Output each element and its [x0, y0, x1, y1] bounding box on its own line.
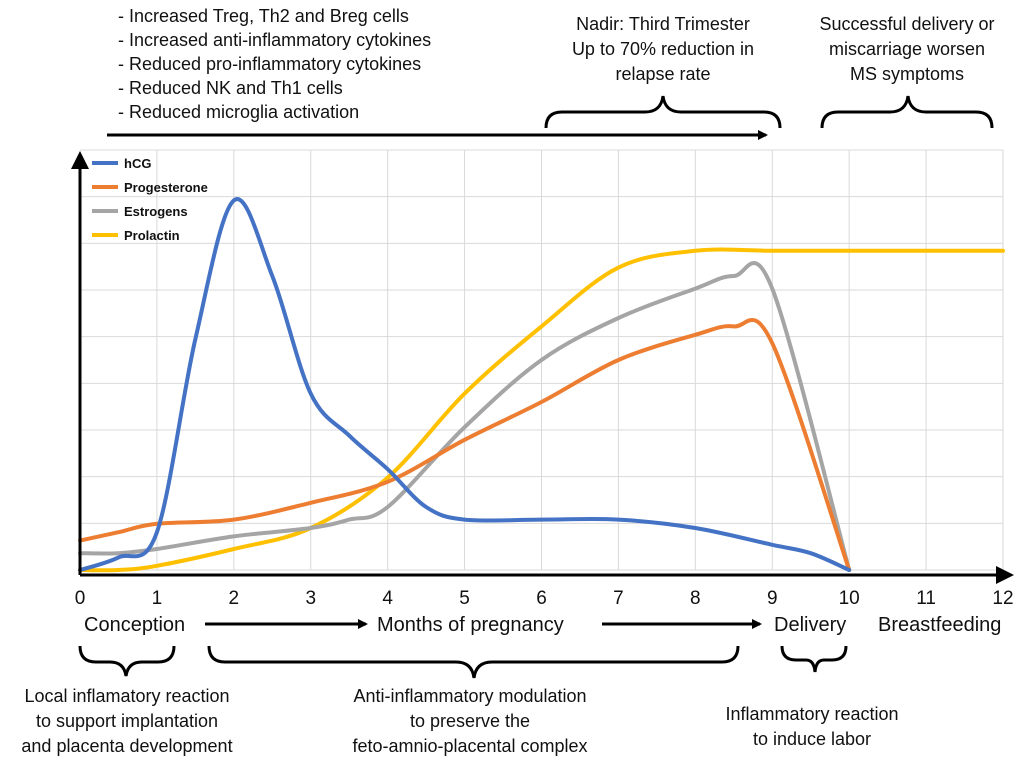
x-tick-label: 5 [459, 588, 470, 609]
brace-nadir [544, 95, 782, 129]
middle-phase-note: Anti-inflammatory modulation to preserve… [352, 686, 587, 756]
x-tick-label: 10 [839, 588, 860, 609]
x-tick-label: 11 [916, 588, 936, 609]
nadir-line: Up to 70% reduction in [572, 39, 754, 59]
nadir-line: relapse rate [615, 64, 710, 84]
brace-middle [207, 645, 740, 679]
legend: hCG Progesterone Estrogens Prolactin [92, 156, 208, 243]
middle-line: Anti-inflammatory modulation [353, 686, 586, 706]
early-line: Local inflamatory reaction [24, 686, 229, 706]
postpartum-line: MS symptoms [850, 64, 964, 84]
legend-label: hCG [124, 156, 151, 171]
early-line: to support implantation [36, 711, 218, 731]
series-line-hcg [78, 197, 852, 572]
x-tick-label: 7 [613, 588, 624, 609]
early-line: and placenta development [21, 736, 232, 756]
list-item: - Reduced NK and Th1 cells [118, 78, 343, 98]
breastfeeding-label: Breastfeeding [878, 614, 1001, 636]
brace-early [78, 645, 176, 677]
brace-labor [780, 645, 848, 673]
brace-postpartum [820, 95, 994, 129]
nadir-line: Nadir: Third Trimester [576, 14, 750, 34]
x-axis-title: Months of pregnancy [377, 614, 564, 636]
labor-line: Inflammatory reaction [725, 704, 898, 724]
postpartum-line: Successful delivery or [819, 14, 994, 34]
series-line-prolactin [78, 247, 1005, 573]
x-tick-label: 6 [536, 588, 547, 609]
early-phase-note: Local inflamatory reaction to support im… [21, 686, 232, 756]
list-item: - Increased anti-inflammatory cytokines [118, 30, 431, 50]
x-tick-label: 12 [992, 588, 1013, 609]
list-item: - Reduced microglia activation [118, 102, 359, 122]
delivery-label: Delivery [774, 614, 846, 636]
legend-label: Prolactin [124, 228, 180, 243]
legend-label: Progesterone [124, 180, 208, 195]
x-tick-label: 3 [305, 588, 316, 609]
list-item: - Reduced pro-inflammatory cytokines [118, 54, 421, 74]
postpartum-note: Successful delivery or miscarriage worse… [819, 14, 994, 84]
middle-line: to preserve the [410, 711, 530, 731]
x-tick-label: 1 [152, 588, 163, 609]
x-tick-label: 0 [75, 588, 86, 609]
series-lines [78, 197, 1005, 573]
x-tick-label: 2 [229, 588, 240, 609]
series-line-estrogens [78, 261, 852, 572]
series-line-progesterone [78, 318, 852, 572]
immune-changes-list: - Increased Treg, Th2 and Breg cells - I… [118, 6, 431, 122]
legend-label: Estrogens [124, 204, 188, 219]
labor-note: Inflammatory reaction to induce labor [725, 704, 898, 749]
middle-line: feto-amnio-placental complex [352, 736, 587, 756]
conception-label: Conception [84, 614, 185, 636]
x-tick-label: 4 [382, 588, 393, 609]
nadir-note: Nadir: Third Trimester Up to 70% reducti… [572, 14, 754, 84]
postpartum-line: miscarriage worsen [829, 39, 985, 59]
list-item: - Increased Treg, Th2 and Breg cells [118, 6, 409, 26]
x-tick-label: 8 [690, 588, 701, 609]
x-tick-labels: 0 1 2 3 4 5 6 7 8 9 10 11 12 [75, 588, 1014, 609]
chart-grid [80, 149, 1004, 571]
labor-line: to induce labor [753, 729, 871, 749]
x-tick-label: 9 [767, 588, 778, 609]
